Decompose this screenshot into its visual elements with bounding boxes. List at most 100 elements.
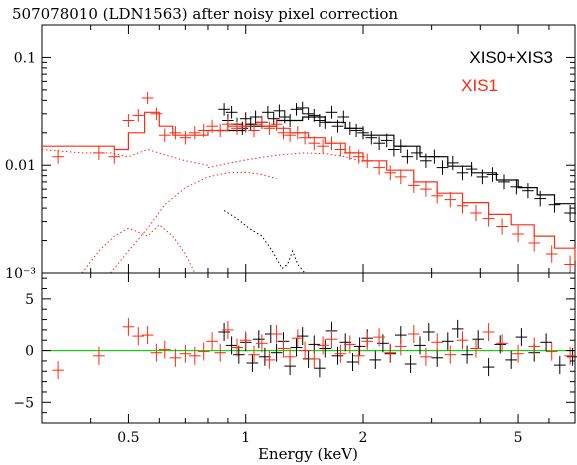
xis1-residual bbox=[132, 327, 145, 346]
xis03-residual bbox=[451, 319, 464, 338]
xis1-residual bbox=[299, 341, 311, 360]
residual-points bbox=[52, 317, 577, 380]
xis1-point bbox=[395, 169, 407, 185]
xis1-residual bbox=[291, 329, 304, 348]
xis1-point bbox=[482, 210, 495, 227]
xis03-residual bbox=[404, 355, 417, 373]
xis1-residual bbox=[179, 344, 192, 363]
xis03-point bbox=[564, 205, 576, 221]
xis1-point bbox=[214, 123, 226, 138]
xis03-point bbox=[319, 115, 332, 129]
xis1-residual bbox=[159, 340, 171, 359]
xis1-point bbox=[299, 131, 311, 145]
xis03-point bbox=[395, 139, 407, 154]
xis1-point bbox=[408, 177, 420, 193]
xis1-point bbox=[528, 234, 540, 252]
xis03-residual bbox=[482, 358, 495, 377]
xis1-point bbox=[108, 149, 121, 164]
xis03-point bbox=[380, 133, 393, 148]
xis1-residual bbox=[496, 334, 508, 353]
xis03-residual bbox=[369, 350, 382, 369]
xis03-point bbox=[411, 145, 423, 160]
xis03-point bbox=[373, 136, 385, 151]
xis1-residual bbox=[122, 317, 135, 336]
xis1-component-2 bbox=[110, 171, 277, 274]
xis1-residual bbox=[395, 337, 407, 356]
xis1-residual bbox=[248, 345, 260, 364]
xis1-point bbox=[52, 149, 64, 164]
xis03-point bbox=[388, 142, 400, 157]
xis1-point bbox=[352, 149, 365, 164]
xis03-residual bbox=[515, 328, 528, 347]
spectrum-points bbox=[52, 92, 576, 273]
xis03-point bbox=[428, 149, 441, 164]
figure-title: 507078010 (LDN1563) after noisy pixel co… bbox=[12, 5, 398, 23]
xis03-point bbox=[249, 110, 262, 124]
xis1-residual bbox=[214, 343, 226, 362]
xis1-residual bbox=[197, 342, 210, 361]
xis03-model-line bbox=[218, 116, 576, 215]
spectrum-models bbox=[42, 111, 576, 261]
xis1-residual bbox=[408, 325, 420, 343]
xis03-point bbox=[456, 165, 469, 181]
xis1-point bbox=[141, 92, 154, 105]
xis03-residual bbox=[339, 333, 351, 352]
residuals-panel: 0.5 1 2 5 −5 0 5 bbox=[13, 272, 577, 446]
y-tick-label: 0.1 bbox=[14, 50, 36, 66]
xis1-residual bbox=[444, 345, 457, 364]
legend-xis1-label: XIS1 bbox=[461, 76, 498, 95]
xis03-residual bbox=[431, 348, 443, 367]
xis1-residual bbox=[512, 344, 524, 363]
xis1-residual bbox=[344, 335, 356, 354]
xis03-point bbox=[447, 155, 459, 171]
xis1-residual bbox=[545, 342, 558, 361]
xis1-point bbox=[122, 114, 135, 127]
xis1-residual bbox=[284, 347, 296, 366]
xis1-point bbox=[344, 145, 356, 160]
xis03-residual bbox=[296, 327, 309, 346]
xis03-residual bbox=[225, 336, 238, 355]
xis03-point bbox=[510, 179, 523, 195]
xis03-residual bbox=[331, 346, 344, 365]
xis1-residual bbox=[270, 325, 283, 343]
x-tick-label: 1 bbox=[241, 430, 250, 446]
xis1-point bbox=[189, 126, 201, 140]
xis1-residual bbox=[384, 343, 397, 362]
xis03-point bbox=[344, 121, 356, 135]
xis1-residual bbox=[334, 344, 347, 363]
xis03-residual bbox=[259, 347, 271, 366]
model-components bbox=[41, 148, 364, 274]
xis1-point bbox=[263, 121, 276, 135]
x-tick-label: 5 bbox=[514, 430, 523, 446]
xis1-residual bbox=[231, 338, 243, 357]
xis1-point bbox=[179, 131, 192, 145]
xis1-point bbox=[248, 123, 260, 138]
xis1-point bbox=[456, 197, 469, 214]
spectrum-panel: 10⁻³ 0.01 0.1 XIS0+XIS3 XIS1 bbox=[5, 24, 576, 282]
xis03-point bbox=[218, 103, 230, 116]
xis03-residual bbox=[540, 333, 552, 352]
xis1-residual bbox=[277, 339, 290, 358]
xis03-point bbox=[284, 114, 296, 127]
xis03-point bbox=[436, 160, 449, 175]
xis03-point bbox=[290, 103, 303, 116]
xis03-point bbox=[534, 190, 547, 207]
xis1-point bbox=[284, 128, 296, 142]
xis1-point bbox=[222, 117, 234, 131]
y-tick-label: 10⁻³ bbox=[5, 266, 36, 282]
xis1-point bbox=[444, 191, 457, 208]
xis1-point bbox=[373, 160, 385, 175]
xis03-residual bbox=[554, 356, 566, 375]
xis1-point bbox=[197, 123, 210, 138]
xis1-point bbox=[159, 128, 171, 142]
xis03-point bbox=[308, 109, 321, 122]
xis1-residual bbox=[325, 330, 338, 349]
xis1-residual bbox=[141, 326, 154, 345]
xis03-residual bbox=[472, 330, 484, 349]
xis1-point bbox=[132, 109, 145, 122]
xis03-point bbox=[244, 117, 257, 131]
xis03-point bbox=[279, 110, 291, 124]
xis03-point bbox=[296, 101, 309, 115]
xis1-residual bbox=[52, 361, 64, 380]
